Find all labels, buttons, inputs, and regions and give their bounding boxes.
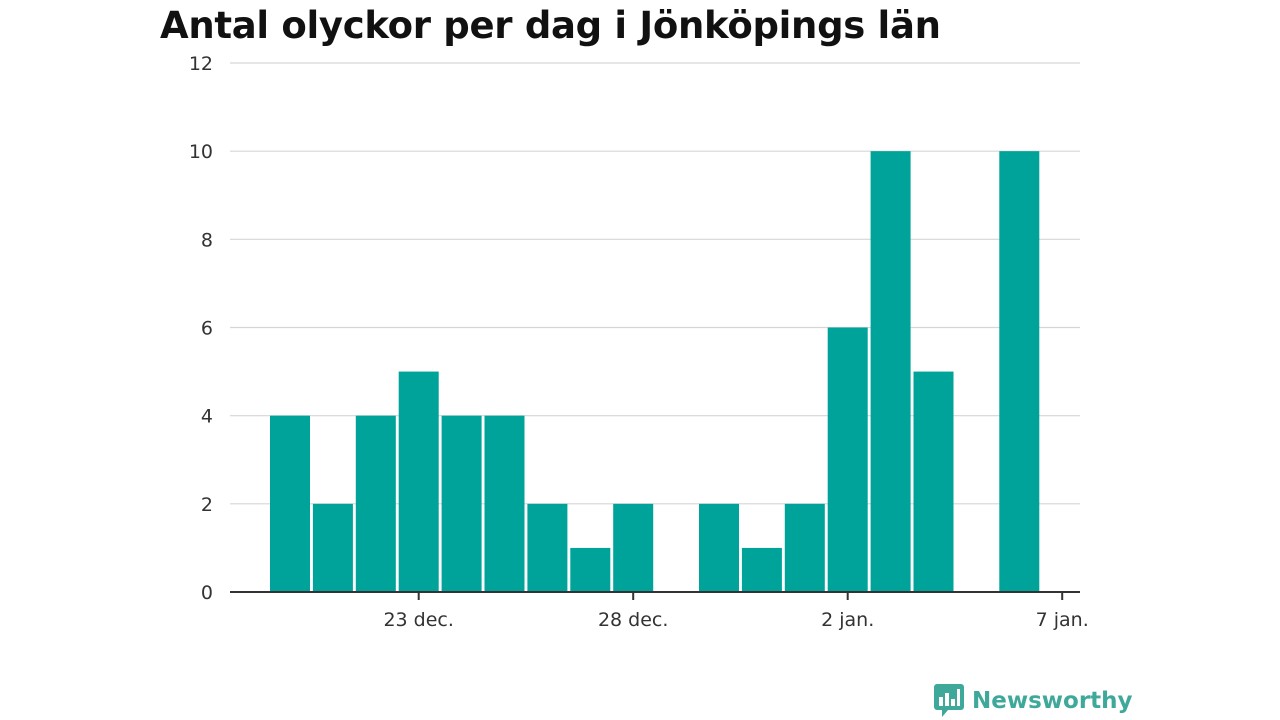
y-tick-label: 10 — [189, 141, 213, 163]
bar — [570, 547, 611, 592]
chart-title: Antal olyckor per dag i Jönköpings län — [160, 4, 941, 47]
bar-series — [270, 151, 1040, 592]
y-tick-label: 4 — [201, 406, 213, 428]
y-tick-label: 12 — [189, 53, 213, 75]
x-tick-label: 2 jan. — [821, 609, 874, 631]
y-tick-label: 0 — [201, 582, 213, 604]
brand-logo: Newsworthy — [934, 684, 1133, 718]
bar — [270, 415, 310, 592]
bar — [398, 371, 439, 592]
y-tick-label: 2 — [201, 494, 213, 516]
bar — [441, 415, 482, 592]
bar — [784, 503, 825, 592]
bar — [484, 415, 525, 592]
bar — [827, 327, 868, 592]
bar — [999, 151, 1040, 592]
bar — [355, 415, 396, 592]
x-tick-label: 7 jan. — [1036, 609, 1089, 631]
bar — [312, 503, 353, 592]
brand-name: Newsworthy — [972, 688, 1133, 714]
x-tick-label: 23 dec. — [383, 609, 453, 631]
bar — [699, 503, 739, 592]
bar — [527, 503, 568, 592]
y-tick-label: 6 — [201, 318, 213, 340]
x-tick-label: 28 dec. — [598, 609, 668, 631]
bar — [741, 547, 782, 592]
x-axis-ticks: 23 dec. 28 dec. 2 jan. 7 jan. — [383, 592, 1089, 631]
bar — [870, 151, 911, 592]
newsworthy-logo-icon — [934, 684, 964, 717]
y-tick-label: 8 — [201, 229, 213, 251]
bar — [913, 371, 954, 592]
y-axis-ticks: 0 2 4 6 8 10 12 — [189, 53, 213, 604]
bar — [613, 503, 654, 592]
